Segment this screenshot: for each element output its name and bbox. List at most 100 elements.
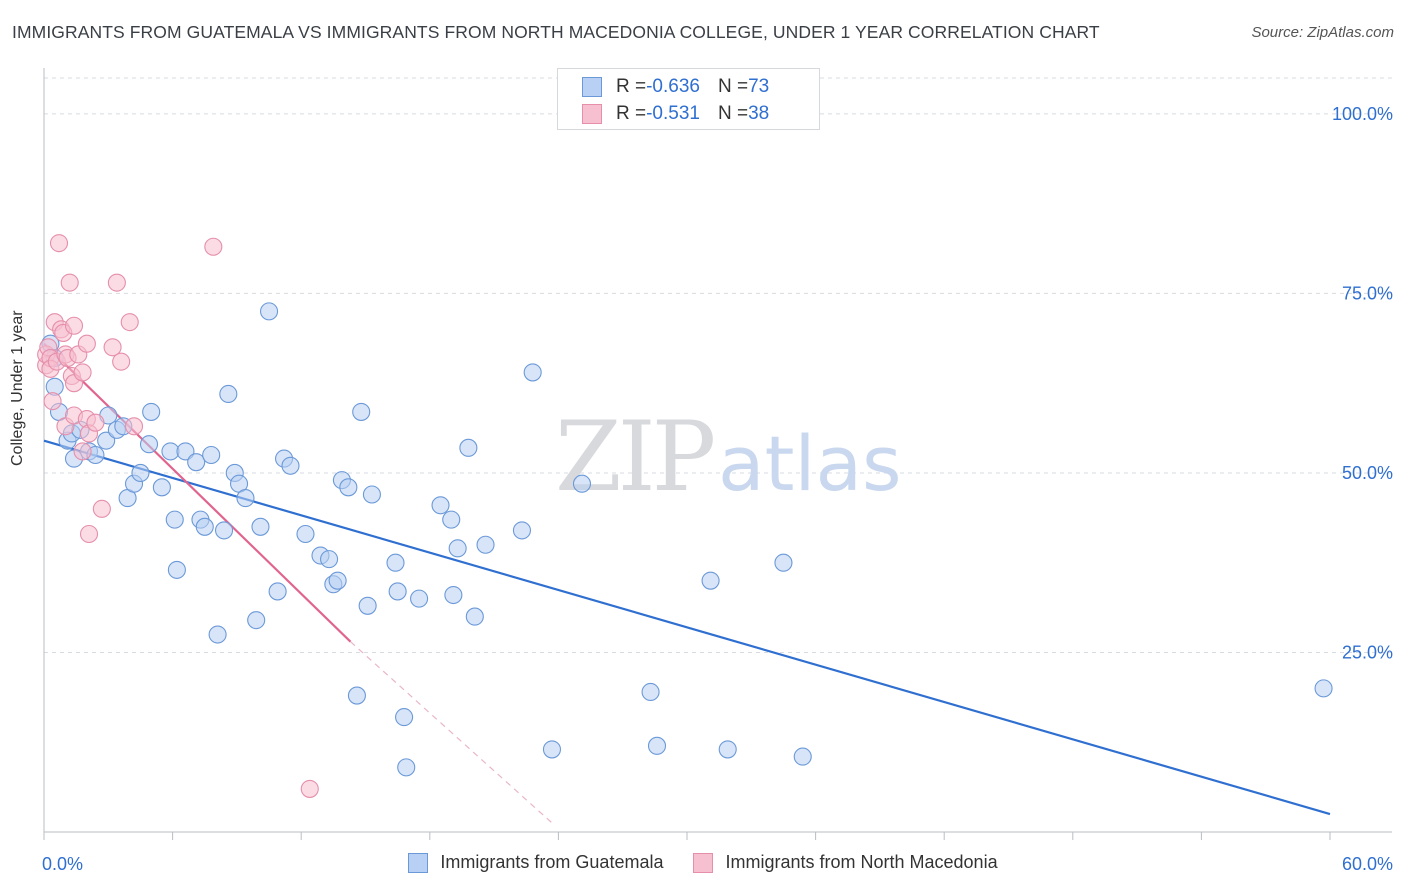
point-guatemala	[202, 445, 221, 465]
point-guatemala	[444, 585, 463, 605]
legend-swatch-north-macedonia	[693, 852, 714, 873]
watermark: ZIP atlas	[555, 401, 902, 513]
point-guatemala	[328, 571, 347, 590]
point-guatemala	[152, 478, 171, 497]
point-guatemala	[139, 435, 159, 454]
n-value: 38	[748, 103, 770, 124]
point-guatemala	[1314, 679, 1333, 698]
point-guatemala	[386, 553, 405, 572]
legend-swatch-guatemala	[408, 852, 429, 873]
n-label: N =	[717, 76, 749, 97]
point-north-macedonia	[60, 273, 79, 292]
trend-extension-north-macedonia	[350, 641, 555, 826]
point-guatemala	[431, 496, 450, 515]
point-north-macedonia	[73, 442, 92, 461]
point-guatemala	[247, 611, 266, 630]
stats-row-north-macedonia: R = -0.531 N = 38	[582, 101, 769, 127]
point-guatemala	[296, 524, 315, 544]
stats-legend: R = -0.636 N = 73 R = -0.531 N = 38	[557, 68, 820, 130]
y-tick-label: 75.0%	[1342, 283, 1393, 303]
point-guatemala	[259, 302, 279, 321]
data-points	[37, 234, 1333, 798]
point-guatemala	[251, 517, 270, 536]
point-guatemala	[142, 402, 161, 421]
point-guatemala	[395, 708, 414, 727]
x-tick-label: 0.0%	[42, 854, 83, 874]
point-guatemala	[131, 463, 150, 483]
n-value: 73	[748, 76, 770, 97]
point-guatemala	[165, 510, 184, 529]
point-north-macedonia	[92, 499, 111, 518]
y-tick-label: 25.0%	[1342, 642, 1393, 662]
point-guatemala	[219, 384, 238, 404]
point-guatemala	[774, 553, 793, 572]
point-north-macedonia	[64, 316, 84, 335]
r-label: R =	[616, 76, 647, 97]
point-guatemala	[208, 625, 227, 644]
point-guatemala	[523, 363, 542, 382]
point-guatemala	[701, 571, 720, 590]
point-guatemala	[542, 740, 562, 759]
point-north-macedonia	[73, 363, 92, 382]
point-guatemala	[442, 510, 461, 529]
trend-line-north-macedonia	[43, 342, 352, 643]
point-north-macedonia	[112, 352, 131, 371]
point-north-macedonia	[204, 237, 223, 256]
r-value: -0.531	[646, 103, 700, 124]
point-guatemala	[339, 478, 358, 497]
legend-item-guatemala: Immigrants from Guatemala	[408, 852, 663, 873]
point-north-macedonia	[77, 334, 96, 353]
series-legend: Immigrants from Guatemala Immigrants fro…	[0, 852, 1406, 873]
legend-item-north-macedonia: Immigrants from North Macedonia	[693, 852, 998, 873]
y-axis-label: College, Under 1 year	[9, 310, 26, 466]
point-guatemala	[362, 485, 381, 504]
point-guatemala	[195, 517, 214, 536]
point-guatemala	[410, 589, 429, 608]
legend-label-north-macedonia: Immigrants from North Macedonia	[725, 852, 998, 872]
point-guatemala	[161, 442, 180, 461]
point-guatemala	[268, 582, 287, 601]
chart-title: IMMIGRANTS FROM GUATEMALA VS IMMIGRANTS …	[12, 22, 1100, 42]
stats-row-guatemala: R = -0.636 N = 73	[582, 74, 769, 100]
y-tick-label: 100.0%	[1332, 104, 1393, 124]
watermark-atlas: atlas	[718, 419, 902, 508]
axes	[43, 68, 1392, 840]
watermark-zip: ZIP	[555, 401, 714, 513]
point-guatemala	[465, 607, 484, 626]
point-guatemala	[358, 596, 377, 615]
point-north-macedonia	[103, 338, 122, 357]
point-guatemala	[572, 474, 592, 493]
point-north-macedonia	[79, 524, 99, 544]
point-guatemala	[641, 682, 660, 702]
point-guatemala	[167, 560, 186, 579]
point-guatemala	[187, 453, 206, 472]
point-guatemala	[214, 521, 234, 540]
trend-line-guatemala	[43, 439, 1331, 816]
point-guatemala	[512, 521, 532, 540]
point-north-macedonia	[124, 417, 144, 436]
x-tick-label: 60.0%	[1342, 854, 1393, 874]
legend-label-guatemala: Immigrants from Guatemala	[440, 852, 664, 872]
point-guatemala	[281, 456, 300, 475]
trend-lines	[43, 342, 1331, 826]
point-guatemala	[397, 758, 416, 777]
point-north-macedonia	[43, 392, 62, 411]
y-tick-label: 50.0%	[1342, 463, 1393, 483]
point-guatemala	[97, 431, 116, 450]
point-guatemala	[647, 736, 667, 755]
r-value: -0.636	[646, 76, 700, 97]
point-guatemala	[176, 442, 195, 461]
r-label: R =	[616, 103, 647, 124]
point-guatemala	[347, 686, 366, 705]
point-guatemala	[388, 582, 407, 601]
point-north-macedonia	[49, 234, 69, 253]
point-north-macedonia	[86, 413, 105, 432]
point-guatemala	[236, 489, 255, 508]
point-north-macedonia	[107, 273, 126, 292]
point-guatemala	[448, 539, 467, 558]
tick-labels: 25.0% 50.0% 75.0% 100.0% 0.0% 60.0%	[42, 104, 1393, 874]
point-guatemala	[476, 535, 495, 554]
point-north-macedonia	[300, 779, 319, 798]
source-credit: Source: ZipAtlas.com	[1251, 24, 1394, 41]
